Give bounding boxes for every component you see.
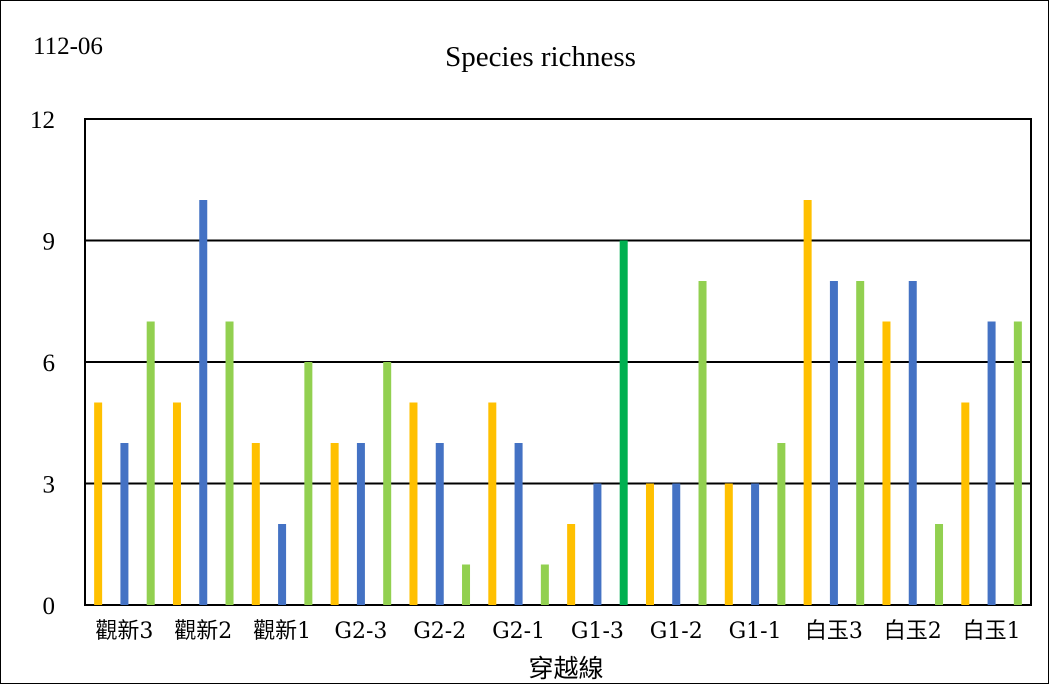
bar bbox=[146, 321, 155, 605]
bar bbox=[488, 402, 497, 605]
x-tick-label: G1-2 bbox=[650, 619, 703, 644]
bar bbox=[278, 524, 287, 605]
x-tick-label: G2-3 bbox=[334, 619, 387, 644]
bar bbox=[751, 483, 760, 605]
x-tick-label: 白玉2 bbox=[884, 619, 942, 644]
x-tick-label: 觀新2 bbox=[174, 619, 232, 644]
x-tick-label: G2-1 bbox=[492, 619, 545, 644]
bar bbox=[225, 321, 234, 605]
bar bbox=[172, 402, 181, 605]
corner-label: 112-06 bbox=[33, 33, 103, 60]
bar bbox=[1013, 321, 1022, 605]
plot-frame bbox=[84, 118, 1032, 606]
bar bbox=[987, 321, 996, 605]
bar bbox=[803, 200, 812, 605]
bar bbox=[120, 443, 129, 605]
bar bbox=[567, 524, 576, 605]
bar bbox=[383, 362, 392, 605]
bar bbox=[777, 443, 786, 605]
bar bbox=[356, 443, 365, 605]
bar bbox=[619, 240, 628, 605]
bar bbox=[724, 483, 733, 605]
bar bbox=[856, 281, 865, 605]
bar bbox=[698, 281, 707, 605]
bar bbox=[409, 402, 418, 605]
x-tick-label: 觀新3 bbox=[95, 619, 153, 644]
x-tick-label: 觀新1 bbox=[253, 619, 311, 644]
bar bbox=[514, 443, 523, 605]
x-tick-label: G2-2 bbox=[413, 619, 466, 644]
chart-title: Species richness bbox=[445, 41, 636, 73]
bar bbox=[304, 362, 313, 605]
bar bbox=[645, 483, 654, 605]
bar bbox=[882, 321, 891, 605]
bar bbox=[829, 281, 838, 605]
y-tick-label: 0 bbox=[43, 593, 56, 620]
y-tick-label: 9 bbox=[43, 229, 56, 256]
x-tick-label: 白玉1 bbox=[963, 619, 1021, 644]
bar bbox=[94, 402, 103, 605]
bar bbox=[540, 564, 549, 605]
bar bbox=[672, 483, 681, 605]
x-tick-label: G1-1 bbox=[729, 619, 782, 644]
bar bbox=[593, 483, 602, 605]
bar bbox=[435, 443, 444, 605]
bar bbox=[330, 443, 339, 605]
bar bbox=[908, 281, 917, 605]
bar bbox=[935, 524, 944, 605]
y-tick-label: 12 bbox=[30, 107, 55, 134]
bar bbox=[462, 564, 471, 605]
bar bbox=[199, 200, 208, 605]
x-axis-title: 穿越線 bbox=[528, 654, 604, 683]
y-tick-label: 6 bbox=[43, 350, 56, 377]
y-tick-label: 3 bbox=[43, 472, 56, 499]
x-tick-label: G1-3 bbox=[571, 619, 624, 644]
bar bbox=[961, 402, 970, 605]
bar bbox=[251, 443, 260, 605]
x-tick-label: 白玉3 bbox=[805, 619, 863, 644]
